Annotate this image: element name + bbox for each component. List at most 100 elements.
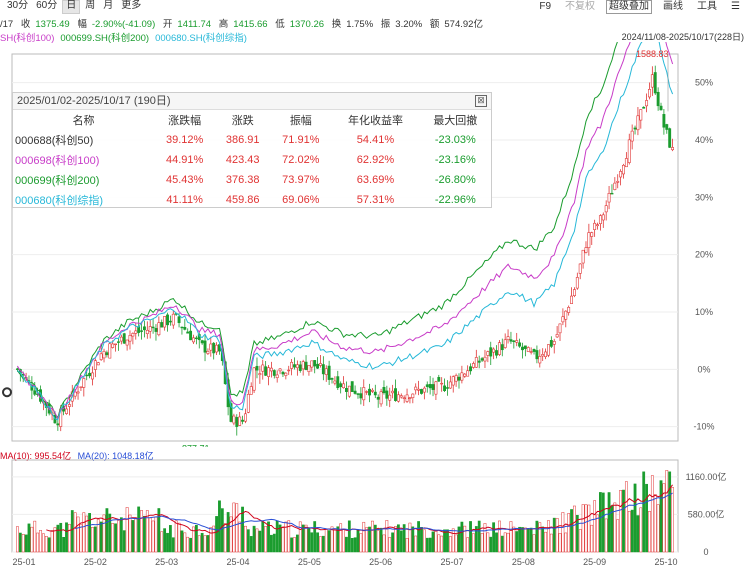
- volume-bar: [472, 533, 475, 553]
- candle-body: [350, 381, 354, 392]
- x-tick-label: 25-05: [298, 557, 321, 567]
- stats-header[interactable]: 年化收益率: [347, 115, 403, 127]
- volume-tick-label: 0: [703, 547, 708, 556]
- volume-bar: [42, 533, 45, 553]
- toolbar-button[interactable]: 画线: [663, 1, 684, 12]
- candle-body: [414, 386, 418, 391]
- stats-header[interactable]: 振幅: [289, 115, 312, 127]
- volume-bar: [633, 483, 637, 553]
- volume-bar: [353, 537, 357, 553]
- candle-body: [160, 322, 164, 328]
- candle-body: [246, 394, 250, 413]
- volume-bar: [558, 533, 562, 553]
- volume-bar: [160, 531, 164, 553]
- candle-body: [633, 127, 637, 130]
- volume-bar: [650, 475, 654, 553]
- period-tab[interactable]: 更多: [121, 0, 142, 11]
- volume-bar: [512, 526, 516, 553]
- volume-bar: [183, 532, 187, 553]
- volume-bar: [593, 500, 597, 553]
- series-legend-item[interactable]: SH(科创100): [0, 33, 55, 44]
- volume-bar: [613, 502, 617, 553]
- toolbar-button[interactable]: F9: [539, 1, 552, 12]
- volume-bar: [177, 522, 181, 553]
- stats-header[interactable]: 涨跌: [231, 115, 254, 127]
- toolbar-button[interactable]: 不复权: [565, 1, 596, 12]
- volume-bar: [368, 526, 371, 553]
- volume-bar: [622, 489, 625, 553]
- volume-bar: [131, 520, 135, 553]
- stats-row[interactable]: 000699(科创200) 45.43% 376.38 73.97% 63.69% -26…: [13, 170, 491, 190]
- volume-bar: [668, 471, 672, 553]
- x-tick-label: 25-06: [369, 557, 392, 567]
- candle-body: [613, 182, 617, 190]
- volume-bar: [163, 528, 167, 553]
- stats-row[interactable]: 000688(科创50) 39.12% 386.91 71.91% 54.41% -23.…: [13, 130, 491, 150]
- stats-row[interactable]: 000698(科创100) 44.91% 423.43 72.02% 62.92% -23…: [13, 150, 491, 170]
- candle-body: [500, 344, 504, 351]
- series-legend-item[interactable]: 000680.SH(科创综指): [155, 33, 247, 44]
- stats-cell-dd: -23.03%: [434, 134, 476, 146]
- stats-row[interactable]: 000680(科创综指) 41.11% 459.86 69.06% 57.31% -22.…: [13, 190, 491, 210]
- stats-header[interactable]: 最大回撤: [433, 115, 478, 127]
- volume-bar: [457, 526, 461, 553]
- candle-body: [639, 109, 643, 121]
- volume-bar: [108, 513, 112, 553]
- high-price-label: 1588.83: [636, 49, 669, 59]
- close-icon[interactable]: ⊠: [475, 95, 487, 107]
- x-tick-label: 25-03: [155, 557, 178, 567]
- quote-high-label: 高: [218, 19, 229, 30]
- volume-bar: [206, 535, 210, 553]
- volume-bar: [451, 528, 455, 553]
- toolbar-button[interactable]: 超级叠加: [606, 0, 653, 14]
- candle-body: [454, 375, 458, 382]
- quote-amount: 574.92亿: [444, 19, 483, 30]
- volume-bar: [50, 530, 54, 553]
- stats-overlay[interactable]: 2025/01/02-2025/10/17 (190日) ⊠ 名称 涨跌幅 涨跌 振幅…: [12, 92, 492, 208]
- toolbar-button[interactable]: 工具: [697, 1, 718, 12]
- volume-bar: [88, 513, 91, 553]
- candle-body: [665, 124, 669, 130]
- series-line-kc200: [17, 42, 618, 419]
- overlay-title-bar[interactable]: 2025/01/02-2025/10/17 (190日) ⊠: [13, 93, 491, 110]
- volume-bar: [290, 537, 294, 553]
- menu-icon[interactable]: ☰: [731, 1, 740, 12]
- candle-body: [327, 365, 331, 380]
- plot-frame: [11, 53, 679, 442]
- price-chart[interactable]: 50% 40% 30% 20% 10% 0% -10% 1588.83 877.71: [0, 42, 749, 447]
- stats-header[interactable]: 名称: [72, 115, 95, 127]
- candle-body: [347, 385, 351, 397]
- stats-header[interactable]: 涨跌幅: [168, 115, 202, 127]
- candle-body: [310, 360, 314, 368]
- candle-body: [99, 353, 103, 360]
- candle-body: [437, 377, 441, 382]
- candle-body: [659, 105, 663, 111]
- series-legend-item[interactable]: 000699.SH(科创200): [60, 33, 150, 44]
- candle-body: [122, 333, 126, 344]
- stats-cell-ann: 54.41%: [356, 134, 395, 146]
- candle-body: [619, 171, 623, 178]
- volume-bar: [197, 535, 201, 553]
- volume-bar: [189, 537, 192, 553]
- period-tab[interactable]: 月: [103, 0, 114, 11]
- period-tab[interactable]: 日: [62, 0, 81, 14]
- candle-body: [434, 381, 438, 395]
- candle-body: [134, 330, 138, 334]
- candle-body: [131, 333, 135, 337]
- volume-bar: [448, 536, 452, 553]
- stats-cell-amp: 73.97%: [282, 174, 320, 186]
- candle-body: [373, 391, 377, 396]
- candle-body: [422, 387, 426, 393]
- quote-low-label: 低: [275, 19, 285, 30]
- candle-body: [88, 372, 92, 377]
- candle-body: [177, 316, 181, 324]
- volume-chart[interactable]: 1160.00亿 580.00亿 0: [0, 456, 749, 556]
- volume-bar: [653, 494, 657, 553]
- y-tick-label: 40%: [695, 135, 713, 145]
- period-tab[interactable]: 周: [85, 0, 96, 11]
- volume-bar: [166, 532, 169, 553]
- period-tab[interactable]: 30分: [7, 0, 29, 11]
- candle-body: [128, 335, 132, 342]
- period-tab[interactable]: 60分: [36, 0, 58, 11]
- candle-body: [451, 376, 455, 386]
